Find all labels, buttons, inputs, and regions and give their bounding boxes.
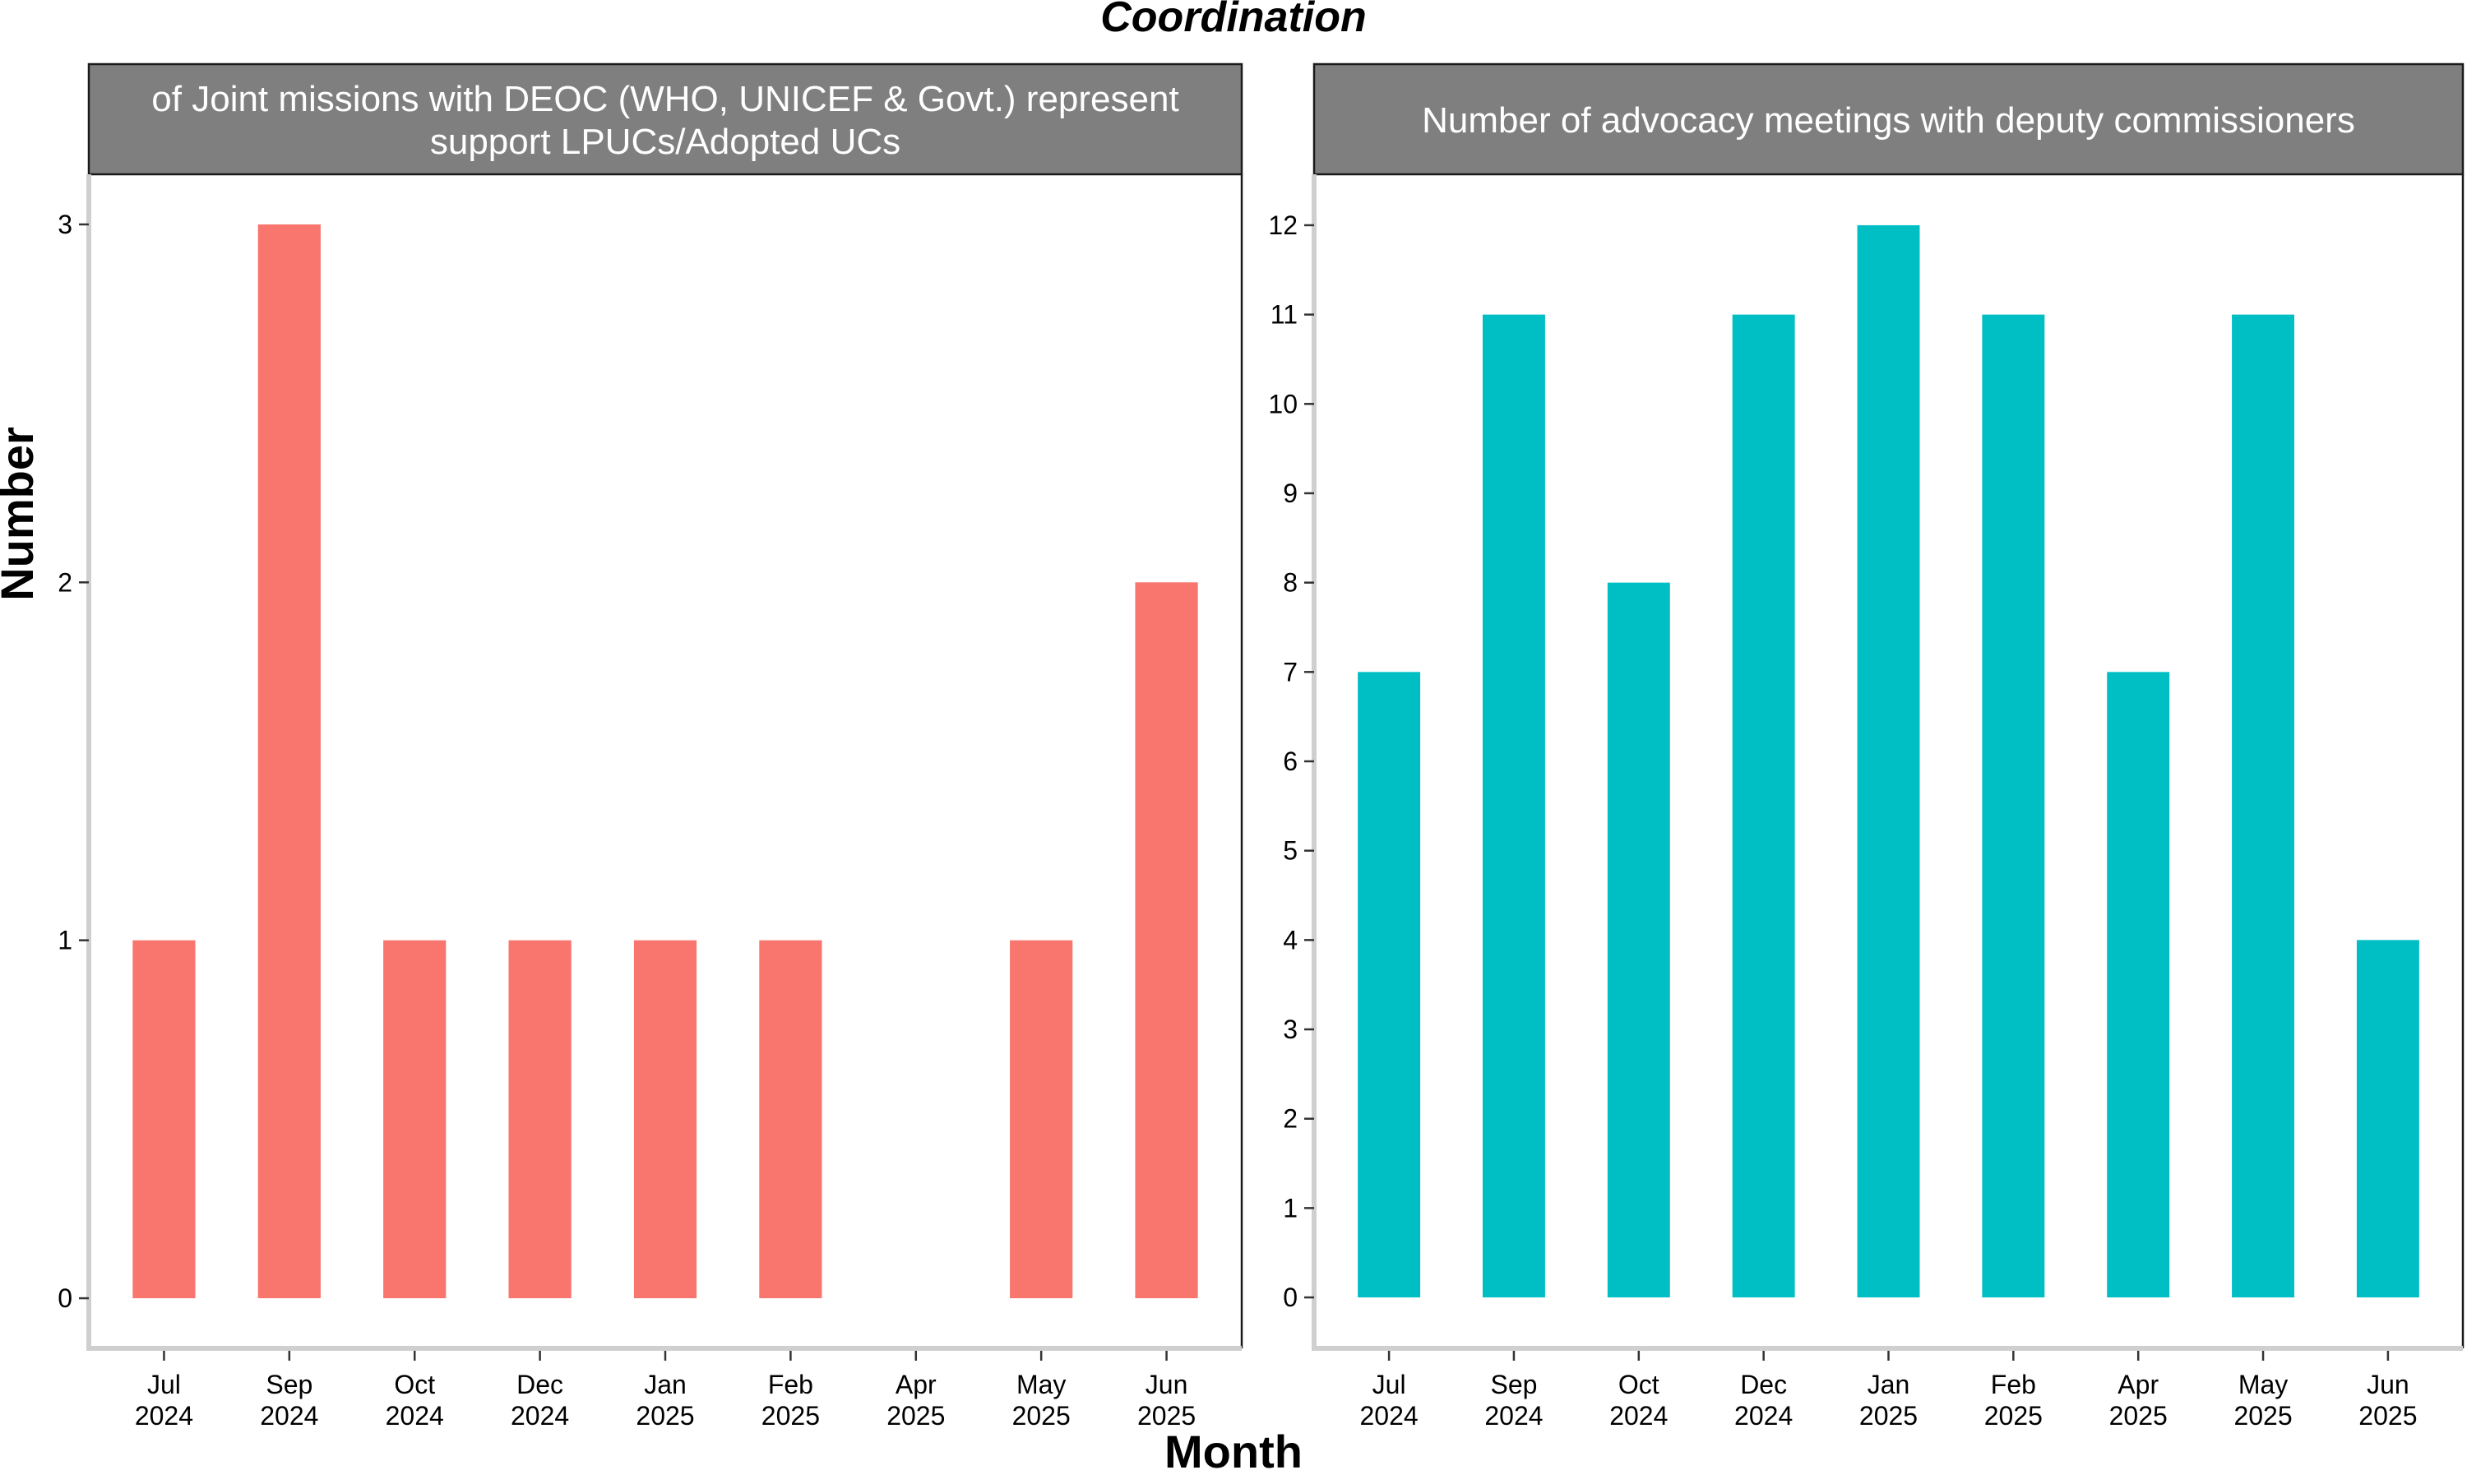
bar [1857,224,1920,1298]
x-tick-label-month: Jul [1372,1370,1406,1399]
y-tick-label: 11 [1271,300,1298,330]
y-tick-label: 2 [1283,1104,1298,1134]
x-tick-label-month: Oct [394,1370,435,1399]
panel-strip [87,62,1243,176]
x-tick-label-month: Jun [2367,1370,2409,1399]
y-tick-label: 0 [58,1283,72,1313]
y-tick-label: 5 [1283,836,1298,866]
panels: of Joint missions with DEOC (WHO, UNICEF… [58,62,2465,1431]
x-tick-label-month: Apr [896,1370,937,1399]
panel-2: Number of advocacy meetings with deputy … [1268,62,2465,1431]
bar [2232,314,2295,1298]
chart-title: Coordination [1100,0,1367,41]
panel-strip [1312,62,2465,176]
x-tick-label-year: 2025 [1859,1401,1918,1431]
y-tick-label: 6 [1283,747,1298,776]
x-tick-label-year: 2025 [886,1401,945,1431]
bar [508,940,572,1299]
x-tick-label-year: 2025 [1984,1401,2043,1431]
x-tick-label-month: Oct [1618,1370,1659,1399]
x-tick-label-month: Feb [768,1370,813,1399]
x-tick-label-month: Sep [1490,1370,1537,1399]
bar [1135,582,1198,1299]
y-tick-label: 3 [1283,1015,1298,1044]
x-tick-label-year: 2025 [761,1401,820,1431]
x-tick-label-month: Dec [1740,1370,1787,1399]
x-tick-label-month: Feb [1991,1370,2036,1399]
panel-1: of Joint missions with DEOC (WHO, UNICEF… [58,62,1243,1431]
x-tick-label-month: Jul [147,1370,181,1399]
x-tick-label-month: Dec [516,1370,563,1399]
y-tick-label: 9 [1283,478,1298,508]
x-tick-label-year: 2024 [260,1401,318,1431]
y-tick-label: 3 [58,210,72,239]
bar [2356,940,2419,1298]
x-tick-label-month: Sep [266,1370,312,1399]
bar [1607,582,1670,1298]
x-tick-label-year: 2025 [2233,1401,2292,1431]
x-tick-label-month: May [2238,1370,2288,1399]
x-tick-label-year: 2025 [2109,1401,2168,1431]
y-tick-label: 8 [1283,568,1298,598]
x-tick-label-year: 2024 [1484,1401,1543,1431]
x-tick-label-year: 2024 [1609,1401,1668,1431]
x-tick-label-month: Jan [644,1370,687,1399]
bar [1732,314,1795,1298]
x-tick-label-month: Apr [2118,1370,2159,1399]
x-tick-label-year: 2024 [511,1401,569,1431]
y-tick-label: 0 [1283,1283,1298,1312]
y-tick-label: 4 [1283,925,1298,955]
x-tick-label-year: 2024 [386,1401,444,1431]
y-tick-label: 1 [1283,1193,1298,1223]
x-tick-label-year: 2025 [1012,1401,1071,1431]
x-tick-label-month: Jan [1868,1370,1910,1399]
x-tick-label-month: May [1016,1370,1066,1399]
x-tick-label-year: 2024 [135,1401,193,1431]
y-tick-label: 2 [58,567,72,597]
x-tick-label-year: 2024 [1360,1401,1419,1431]
x-axis-label: Month [1164,1426,1303,1477]
bar [1482,314,1545,1298]
bar [759,940,822,1299]
panel-title-line: support LPUCs/Adopted UCs [430,122,900,162]
y-axis-label: Number [0,427,43,601]
bar [1358,672,1421,1298]
bar [1010,940,1073,1299]
x-tick-label-year: 2025 [636,1401,694,1431]
bar [1982,314,2045,1298]
y-tick-label: 10 [1268,389,1298,418]
bar [257,224,321,1299]
bar [132,940,196,1299]
bar [383,940,447,1299]
panel-title-line: Number of advocacy meetings with deputy … [1422,100,2355,141]
x-tick-label-month: Jun [1146,1370,1188,1399]
y-tick-label: 1 [58,926,72,955]
bar [633,940,697,1299]
panel-title-line: of Joint missions with DEOC (WHO, UNICEF… [151,79,1178,119]
x-tick-label-year: 2024 [1734,1401,1793,1431]
bar [2107,672,2170,1298]
x-tick-label-year: 2025 [1137,1401,1196,1431]
x-tick-label-year: 2025 [2358,1401,2417,1431]
y-tick-label: 7 [1283,657,1298,687]
y-tick-label: 12 [1268,210,1298,240]
